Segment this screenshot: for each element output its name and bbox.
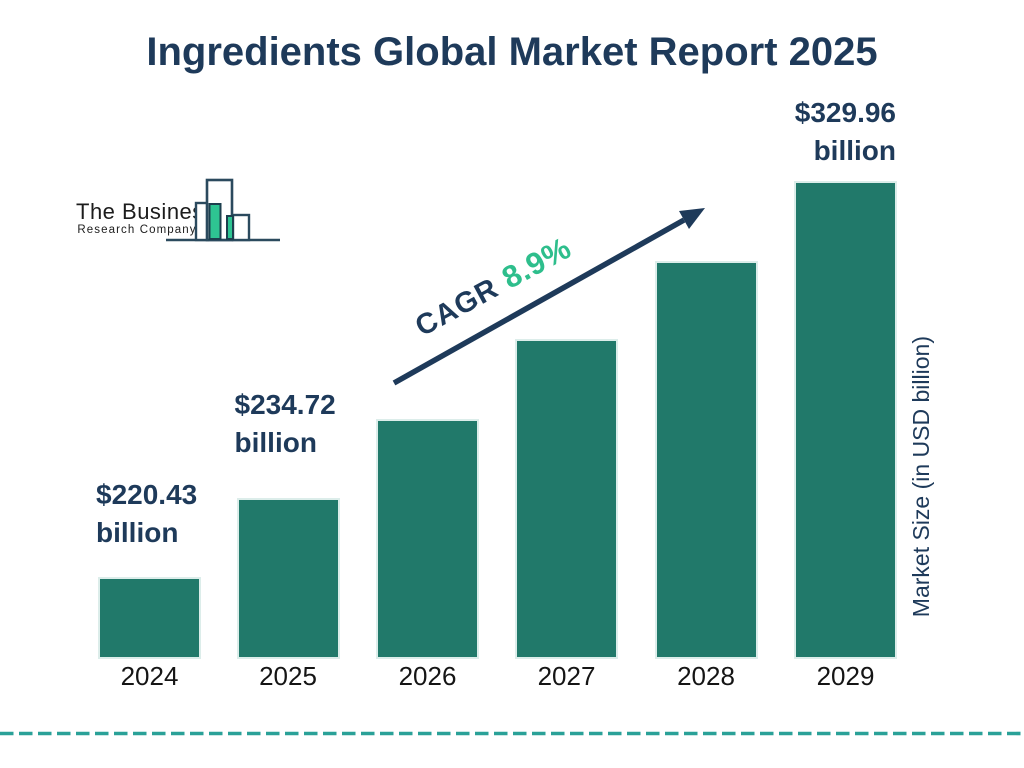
cagr-value: 8.9% bbox=[496, 230, 577, 296]
x-axis-label-2029: 2029 bbox=[816, 661, 875, 691]
x-axis-label-2025: 2025 bbox=[259, 661, 317, 691]
value-label-2025: $234.72 billion bbox=[234, 389, 336, 458]
bar-2028 bbox=[656, 263, 756, 657]
value-label-2029: $329.96 billion bbox=[794, 97, 896, 166]
logo-name: The Business bbox=[76, 199, 216, 224]
bar-2027 bbox=[517, 341, 616, 657]
logo-bars-icon bbox=[166, 178, 280, 242]
value-label-2024: $220.43 billion bbox=[96, 479, 198, 548]
bar-2026 bbox=[378, 421, 477, 657]
x-axis-label-2028: 2028 bbox=[677, 661, 735, 691]
x-axis-label-2027: 2027 bbox=[537, 661, 596, 691]
y-axis-label: Market Size (in USD billion) bbox=[908, 336, 934, 618]
bar-2024 bbox=[100, 579, 199, 657]
bar-2025 bbox=[238, 500, 338, 657]
x-axis-label-2026: 2026 bbox=[398, 661, 457, 691]
x-axis-label-2024: 2024 bbox=[120, 661, 179, 691]
company-logo-text: The Business Research Company bbox=[76, 199, 216, 237]
page-title: Ingredients Global Market Report 2025 bbox=[146, 30, 878, 74]
logo-subname: Research Company bbox=[77, 224, 197, 236]
bar-2029 bbox=[796, 183, 895, 657]
trend-arrow-head bbox=[679, 208, 705, 229]
cagr-prefix: CAGR bbox=[410, 272, 505, 343]
